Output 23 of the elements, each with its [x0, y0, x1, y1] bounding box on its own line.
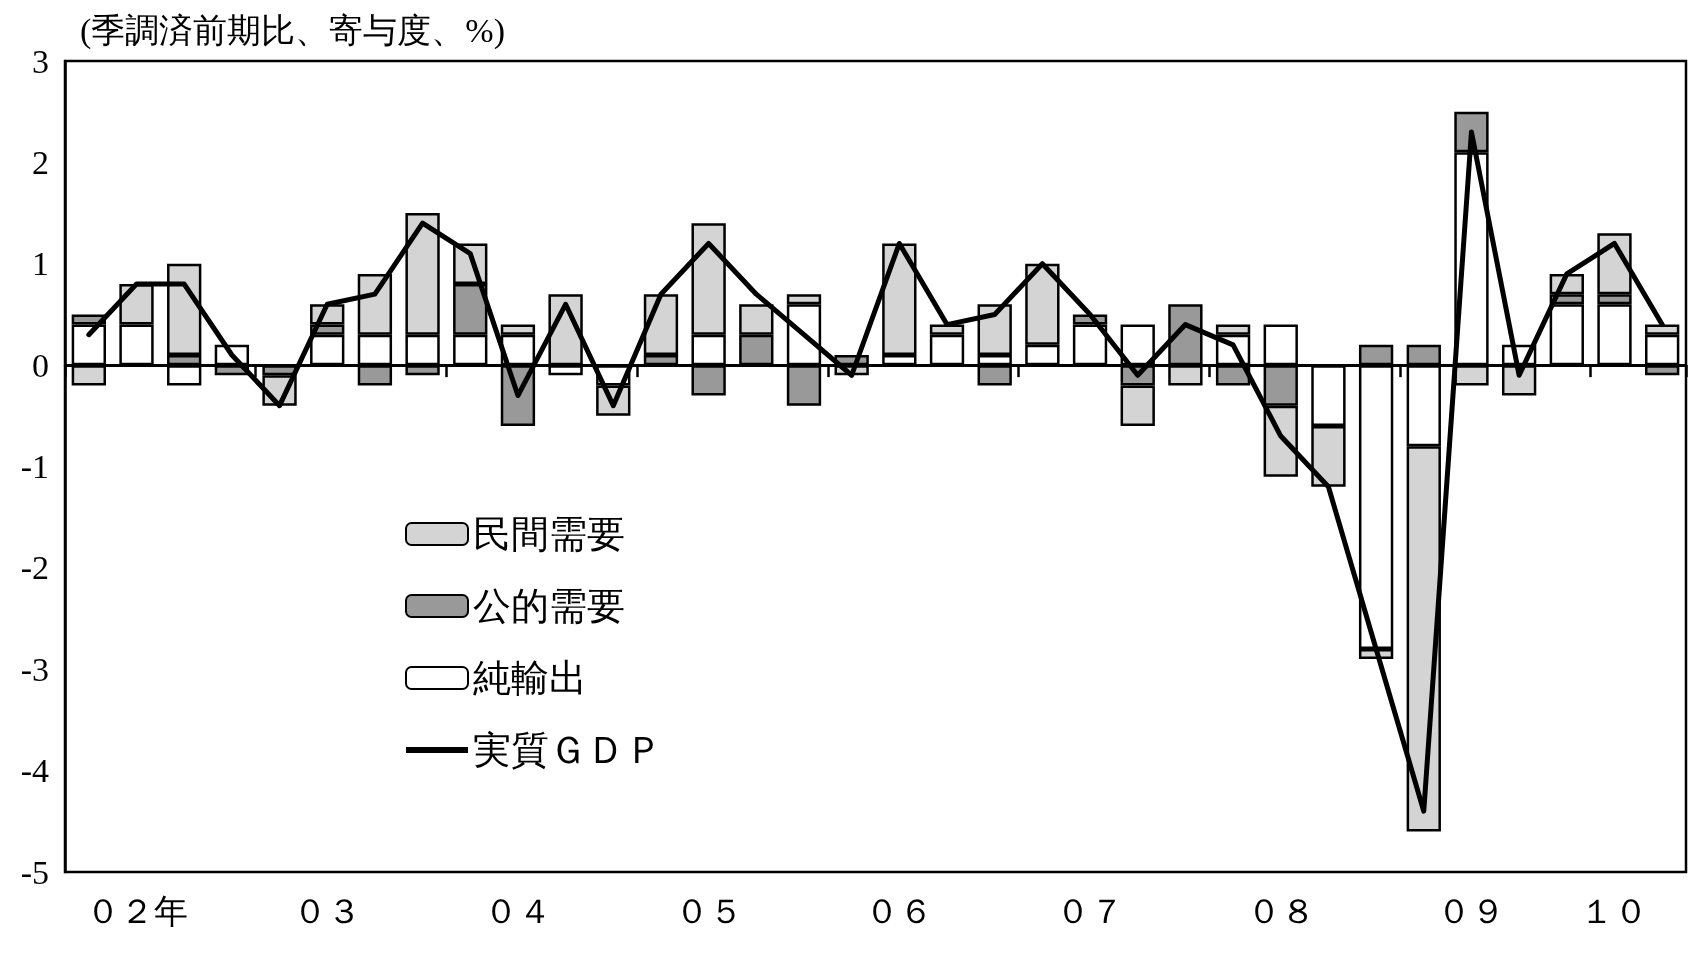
- x-tick-label: ０５: [674, 892, 743, 930]
- y-tick-label: -2: [20, 549, 49, 587]
- x-tick-label: ０６: [865, 892, 934, 930]
- x-tick-label: ０４: [483, 892, 552, 930]
- legend-label: 民間需要: [473, 513, 625, 555]
- x-tick-label: ０９: [1437, 892, 1506, 930]
- x-tick-label: ０３: [293, 892, 362, 930]
- y-tick-label: 0: [32, 346, 49, 384]
- y-tick-label: -1: [20, 448, 49, 485]
- legend-label: 純輸出: [473, 657, 587, 699]
- y-tick-label: -4: [20, 752, 49, 790]
- y-tick-label: 3: [32, 42, 49, 80]
- x-tick-label: １０: [1580, 892, 1649, 930]
- y-tick-label: -5: [20, 853, 49, 891]
- y-tick-label: -3: [20, 650, 49, 688]
- legend-label: 実質ＧＤＰ: [473, 729, 663, 771]
- legend-label: 公的需要: [473, 585, 625, 627]
- y-tick-label: 2: [32, 143, 49, 181]
- x-tick-label: ０２年: [85, 892, 188, 930]
- x-tick-label: ０７: [1056, 892, 1125, 930]
- x-tick-label: ０８: [1246, 892, 1315, 930]
- y-tick-label: 1: [32, 245, 49, 283]
- y-axis-title: (季調済前期比、寄与度、%): [80, 11, 505, 50]
